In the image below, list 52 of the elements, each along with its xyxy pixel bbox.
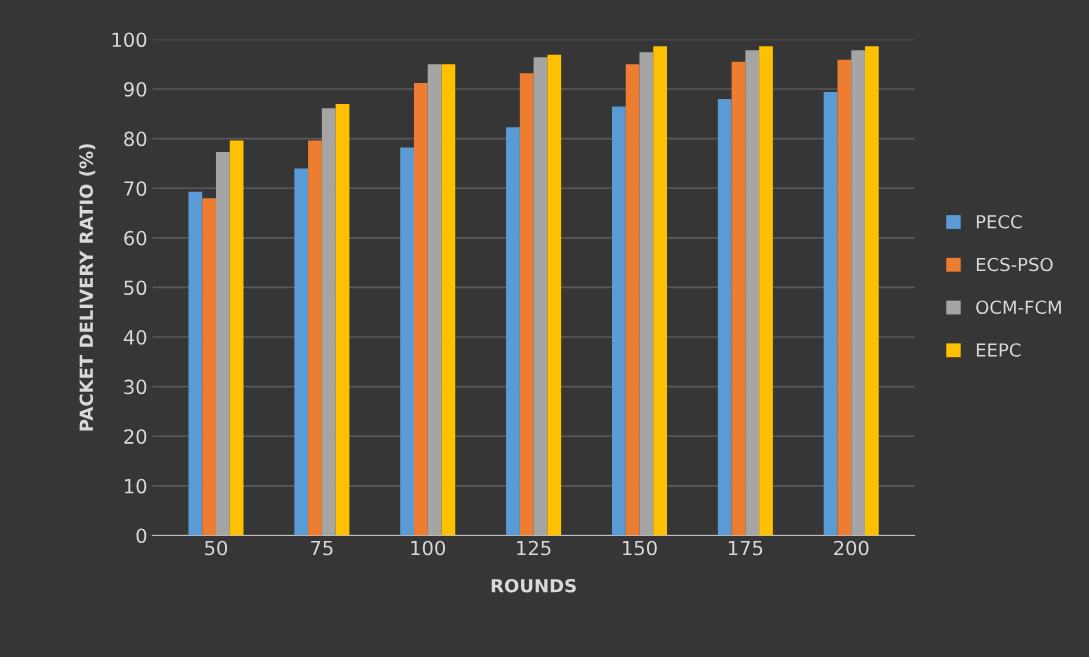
legend-label: OCM-FCM — [976, 300, 1061, 315]
bar — [547, 54, 562, 536]
y-axis-title: PACKET DELIVERY RATIO (%) — [79, 144, 96, 431]
y-tick-label: 0 — [136, 528, 147, 544]
bar — [745, 50, 760, 536]
bar — [639, 52, 654, 536]
bar — [427, 64, 442, 536]
legend-label: ECS-PSO — [976, 257, 1053, 272]
x-tick-label: 50 — [205, 540, 228, 556]
bar — [335, 103, 350, 536]
y-tick-label: 10 — [124, 478, 147, 494]
y-tick-label: 100 — [112, 32, 147, 48]
bar — [717, 98, 732, 536]
bar — [851, 50, 865, 536]
bar — [653, 46, 668, 536]
y-tick-label: 60 — [124, 230, 147, 246]
y-tick-label: 40 — [123, 330, 147, 345]
x-tick-label: 175 — [728, 540, 763, 556]
bar — [215, 152, 230, 536]
bar — [321, 108, 336, 536]
y-tick-label: 20 — [124, 429, 147, 444]
bar — [823, 92, 838, 536]
x-tick-label: 100 — [411, 540, 445, 556]
x-tick-label: 125 — [517, 540, 551, 556]
x-tick-label: 75 — [311, 540, 333, 556]
bar — [441, 64, 456, 536]
bar — [308, 140, 322, 536]
x-axis-title: ROUNDS — [491, 578, 576, 593]
bar — [837, 59, 852, 536]
bar — [400, 147, 414, 536]
y-tick-label: 80 — [124, 131, 147, 147]
legend-label: PECC — [976, 214, 1022, 229]
bar — [625, 64, 640, 536]
bar — [294, 168, 309, 536]
y-tick-label: 30 — [124, 379, 147, 395]
bar — [202, 198, 216, 536]
y-tick-label: 70 — [124, 181, 147, 196]
bar — [188, 191, 203, 536]
bar — [533, 57, 548, 536]
bar — [506, 127, 520, 536]
y-tick-label: 90 — [124, 81, 147, 97]
bar — [519, 73, 534, 536]
y-tick-label: 50 — [124, 280, 147, 296]
bar — [413, 83, 428, 536]
bar — [759, 46, 773, 536]
legend-label: EEPC — [976, 343, 1021, 357]
bar — [611, 106, 626, 536]
x-tick-label: 200 — [834, 540, 869, 556]
bar — [865, 46, 879, 536]
x-tick-label: 150 — [623, 540, 657, 556]
bar — [731, 61, 746, 536]
bar — [229, 140, 244, 536]
